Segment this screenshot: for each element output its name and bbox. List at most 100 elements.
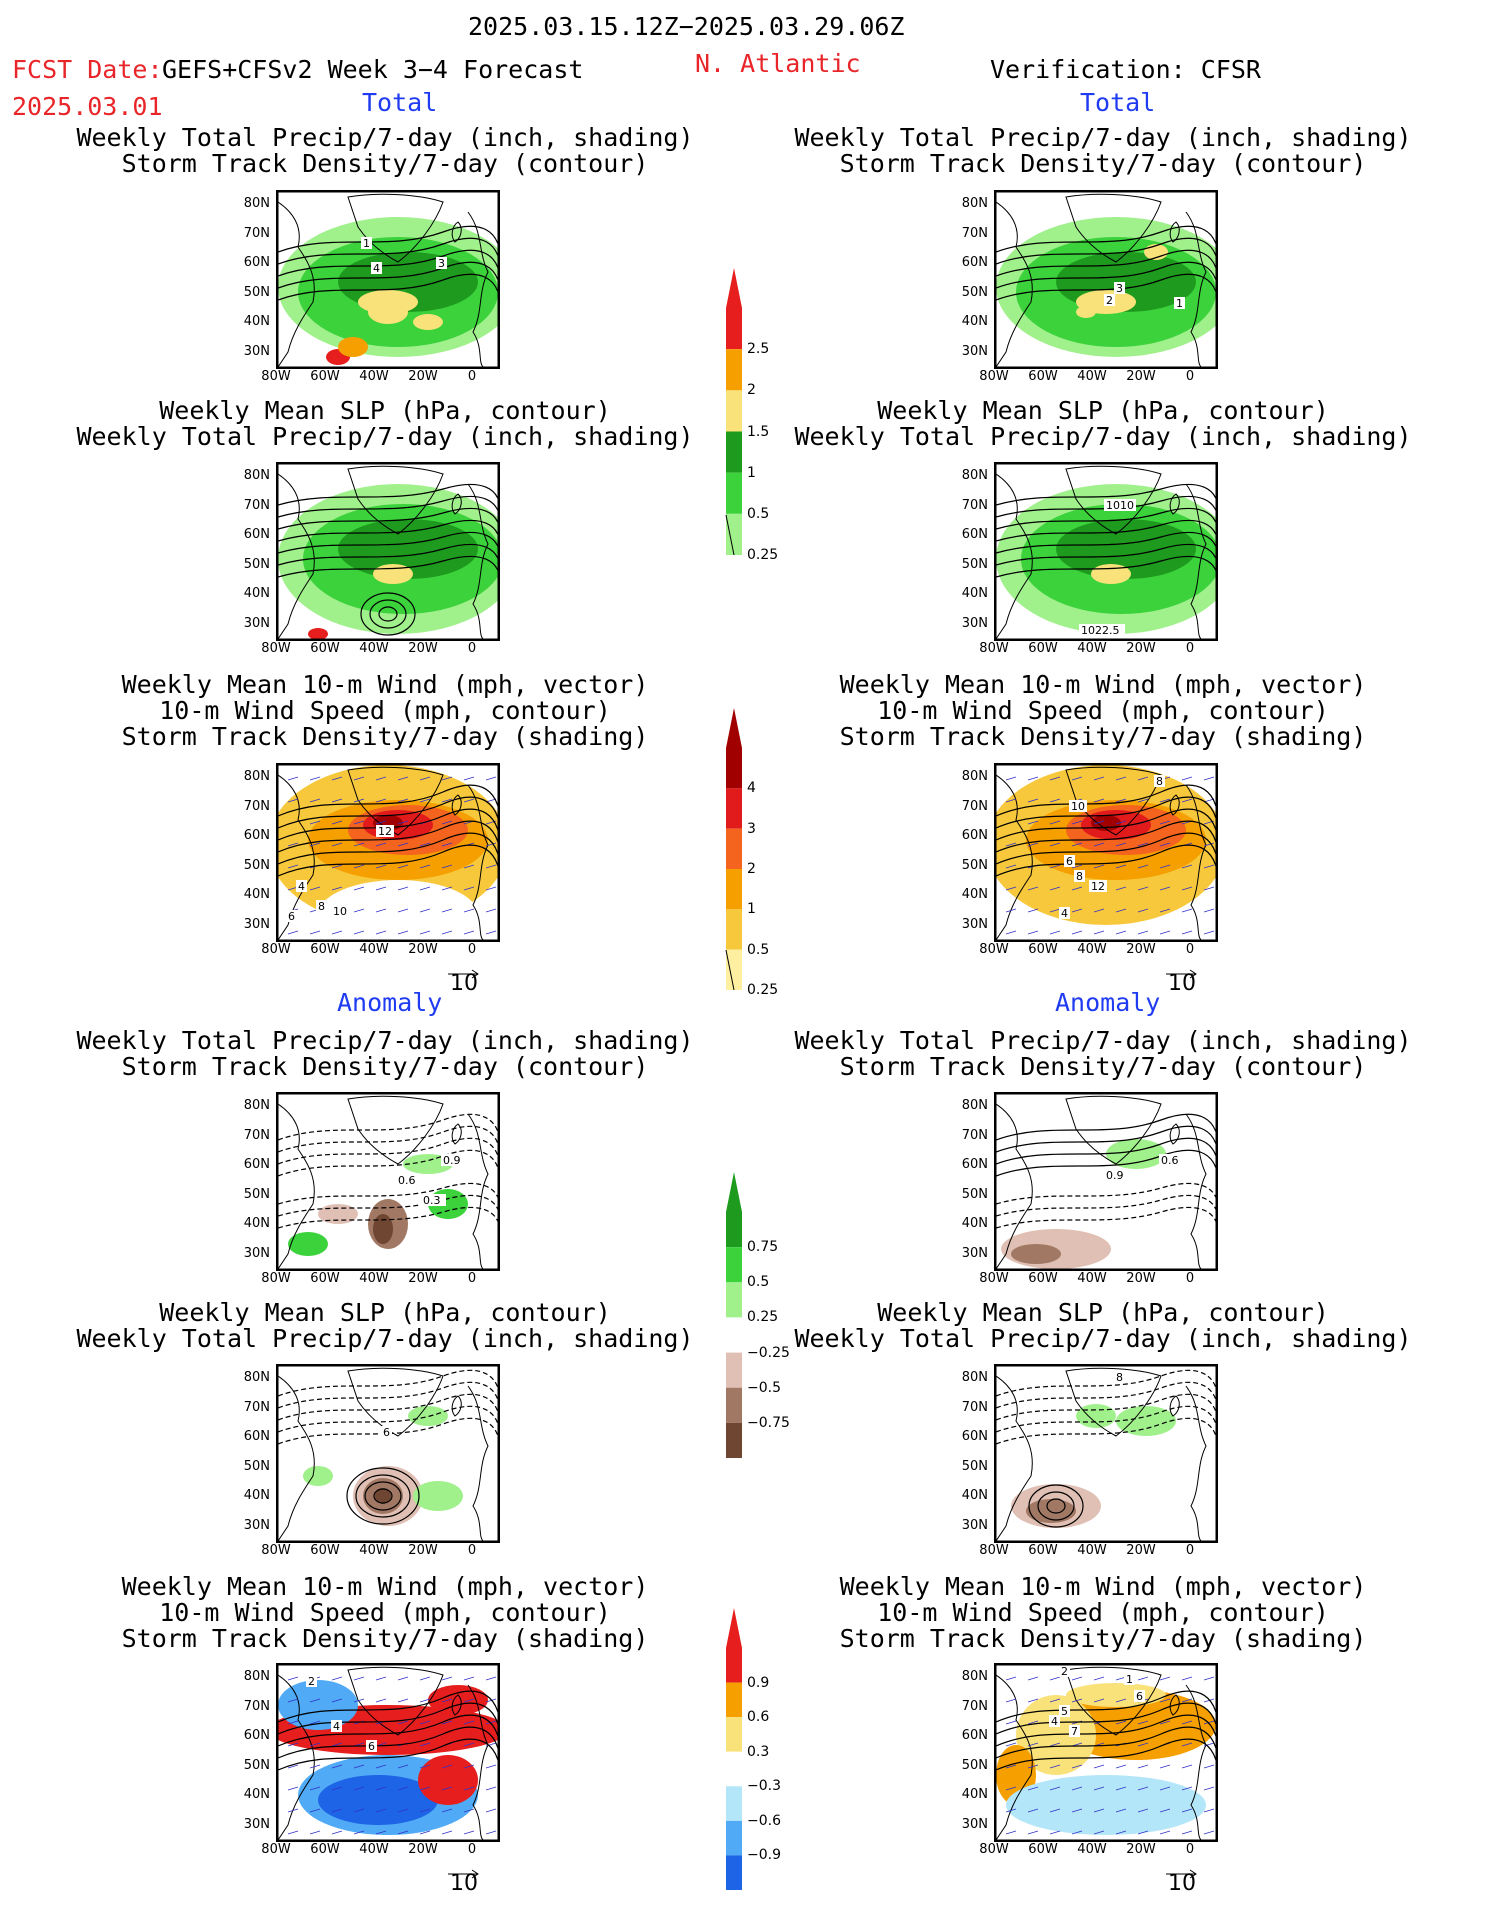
colorbar-label: −0.75 (747, 1414, 790, 1431)
contour-line (996, 1690, 1216, 1723)
wind-vector (1203, 776, 1215, 781)
contour-label-bg (1174, 297, 1185, 309)
wind-vector (353, 908, 365, 913)
colorbar-label: 0.3 (747, 1743, 770, 1760)
wind-vector (309, 842, 321, 847)
fcst-date-label: FCST Date: (12, 55, 163, 84)
map-panel-asp-forecast: 6 (276, 1364, 500, 1543)
greenland-coast (347, 193, 444, 263)
wind-vector (1181, 776, 1193, 781)
wind-vector (463, 886, 475, 891)
contour-label: 4 (298, 880, 305, 893)
wind-vector (1027, 1676, 1039, 1681)
wind-vector (419, 864, 431, 869)
contour-label-bg (376, 825, 394, 837)
lon-tick-label: 40W (359, 1543, 389, 1558)
wind-vector (1137, 1720, 1149, 1725)
wind-vector (1159, 864, 1171, 869)
wind-vector (1115, 1786, 1127, 1791)
wind-vector (375, 1786, 387, 1791)
lat-tick-label: 50N (243, 1186, 270, 1202)
wind-vector (1203, 798, 1215, 803)
colorbar-segment (726, 513, 742, 555)
contour-line (996, 225, 1216, 253)
contour-label: 2 (1106, 294, 1113, 307)
lon-tick-label: 60W (310, 369, 340, 384)
contour-line (996, 519, 1216, 542)
wind-vector (287, 1742, 299, 1747)
contour-line (996, 832, 1216, 865)
lat-tick-label: 40N (961, 586, 988, 601)
wind-vector (1071, 930, 1083, 935)
colorbar-label: 0.5 (747, 505, 770, 522)
wind-vector (1093, 842, 1105, 847)
wind-vector (1093, 1830, 1105, 1835)
wind-vector (1137, 930, 1149, 935)
contour-label-bg (396, 1174, 421, 1186)
contour-label-bg (1104, 294, 1115, 306)
lat-tick-label: 80N (961, 196, 988, 211)
contour-label: 1010 (1106, 499, 1134, 512)
wind-vector (1203, 1764, 1215, 1769)
wind-vector (1203, 842, 1215, 847)
wind-vector (441, 1676, 453, 1681)
lon-tick-label: 20W (1126, 1842, 1156, 1857)
wind-vector (485, 1830, 497, 1835)
contour-line (996, 1702, 1216, 1735)
lat-tick-label: 30N (961, 1816, 988, 1832)
lat-tick-label: 40N (243, 1488, 270, 1503)
wind-vector (287, 864, 299, 869)
colorbar-segment (726, 1682, 742, 1718)
wind-vector (331, 842, 343, 847)
wind-vector (1137, 864, 1149, 869)
wind-vector (1049, 930, 1061, 935)
wind-vector (353, 1676, 365, 1681)
wind-vector (1181, 1742, 1193, 1747)
contour-line (996, 1194, 1216, 1217)
lat-tick-label: 60N (961, 828, 988, 843)
section-total-left: Total (362, 88, 438, 117)
arrow-head (471, 1869, 479, 1879)
contour-ring (1046, 1498, 1066, 1514)
lat-tick-label: 30N (961, 1245, 988, 1261)
lat-tick-label: 80N (961, 1370, 988, 1385)
lon-tick-label: 0 (467, 641, 477, 656)
wind-vector (331, 930, 343, 935)
panel-title-line: Weekly Total Precip/7-day (inch, shading… (794, 422, 1412, 451)
lat-tick-label: 30N (961, 916, 988, 932)
wind-vector (485, 908, 497, 913)
wind-vector (397, 1698, 409, 1703)
wind-vector (375, 798, 387, 803)
contour-ring (373, 1488, 393, 1504)
wind-vector (1181, 798, 1193, 803)
panel-title-line: Weekly Mean SLP (hPa, contour) (159, 1298, 611, 1327)
contour-label: 0.9 (443, 1154, 461, 1167)
wind-vector (1093, 1786, 1105, 1791)
lat-tick-label: 80N (961, 769, 988, 784)
wind-vector (1181, 1830, 1193, 1835)
contour-label-bg (1114, 282, 1125, 294)
wind-vector (1137, 886, 1149, 891)
wind-vector (331, 1808, 343, 1813)
shade-region (318, 1775, 438, 1825)
wind-vector (331, 820, 343, 825)
wind-vector (463, 776, 475, 781)
colorbar-label: 0.5 (747, 941, 770, 958)
lat-tick-label: 70N (961, 798, 988, 814)
contour-line (278, 1393, 498, 1421)
contour-line (278, 1714, 498, 1747)
lat-tick-label: 80N (243, 1669, 270, 1684)
wind-vector (1049, 1676, 1061, 1681)
wind-vector (1181, 1698, 1193, 1703)
lon-tick-label: 80W (261, 1271, 291, 1286)
arrow-head (1189, 969, 1197, 979)
lat-tick-label: 60N (961, 1157, 988, 1172)
contour-label: 1 (363, 237, 370, 250)
lon-tick-label: 40W (1077, 942, 1107, 957)
panel-title-line: 10-m Wind Speed (mph, contour) (877, 696, 1329, 725)
colorbar-segment (726, 1422, 742, 1458)
wind-vector (331, 1742, 343, 1747)
colorbar-segment (726, 308, 742, 350)
wind-vector (1005, 930, 1017, 935)
wind-vector (1071, 776, 1083, 781)
